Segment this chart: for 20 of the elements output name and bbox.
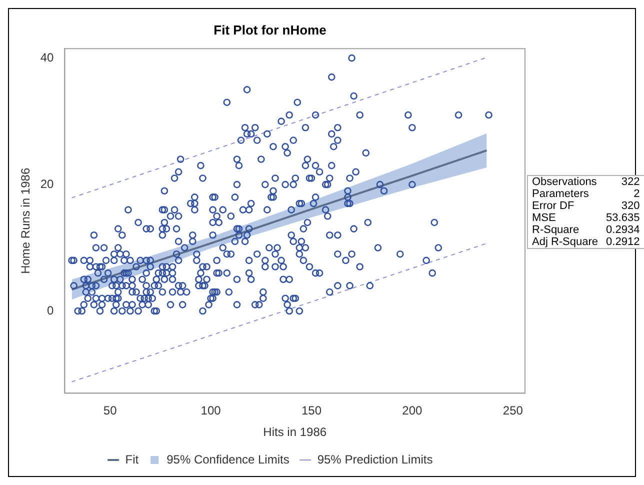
y-tick-label: 40 — [40, 50, 54, 64]
x-tick-label: 200 — [402, 404, 423, 418]
x-axis-title: Hits in 1986 — [263, 425, 327, 440]
legend-label: Fit — [125, 452, 140, 466]
x-tick-label: 250 — [502, 404, 524, 418]
text: Observations 322 — [532, 176, 640, 188]
x-tick-label: 50 — [103, 404, 118, 418]
text: Error DF 320 — [532, 200, 640, 212]
text: Adj R-Square 0.2912 — [531, 236, 641, 248]
chart-title: Fit Plot for nHome — [214, 22, 326, 38]
x-tick-label: 100 — [200, 404, 222, 418]
legend-label: 95% Prediction Limits — [317, 452, 433, 466]
legend-label: 95% Confidence Limits — [166, 452, 290, 466]
y-tick-label: 0 — [47, 303, 54, 318]
y-tick-label: 20 — [40, 176, 54, 191]
text: R-Square 0.2934 — [532, 224, 640, 236]
text: Parameters 2 — [532, 188, 640, 200]
text: MSE 53.635 — [532, 212, 640, 224]
y-axis-title: Home Runs in 1986 — [18, 168, 33, 274]
x-tick-label: 150 — [301, 404, 322, 418]
